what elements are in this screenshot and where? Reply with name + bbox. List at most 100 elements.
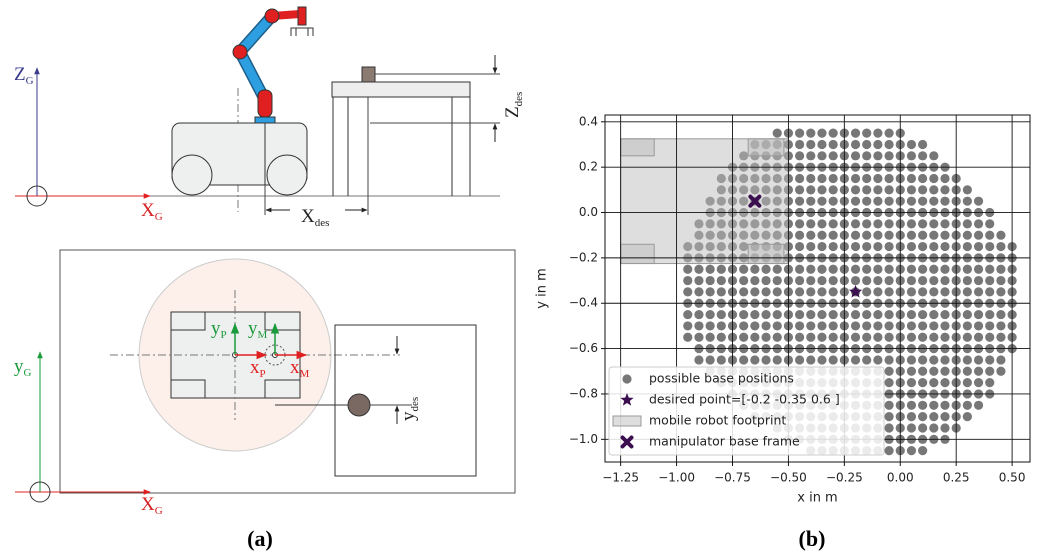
data-point: [851, 197, 860, 206]
data-point: [795, 287, 804, 296]
data-point: [806, 129, 815, 138]
data-point: [761, 333, 770, 342]
data-point: [862, 276, 871, 285]
data-point: [829, 231, 838, 240]
figure: ZG XG Xdes Zdes yP yM xP xM yG XG ydes (…: [0, 0, 1038, 556]
data-point: [974, 378, 983, 387]
data-point: [739, 321, 748, 330]
data-point: [985, 367, 994, 376]
data-point: [862, 140, 871, 149]
data-point: [851, 129, 860, 138]
data-point: [907, 151, 916, 160]
data-point: [862, 265, 871, 274]
wheel: [267, 155, 307, 195]
data-point: [761, 310, 770, 319]
legend-label: manipulator base frame: [649, 434, 800, 449]
y-tick-label: −0.4: [569, 296, 598, 310]
data-point: [717, 355, 726, 364]
data-point: [884, 276, 893, 285]
data-point: [773, 265, 782, 274]
data-point: [918, 310, 927, 319]
data-point: [706, 276, 715, 285]
data-point: [907, 378, 916, 387]
data-point: [683, 321, 692, 330]
data-point: [884, 231, 893, 240]
data-point: [829, 287, 838, 296]
data-point: [717, 287, 726, 296]
data-point: [862, 185, 871, 194]
data-point: [717, 333, 726, 342]
data-point: [940, 412, 949, 421]
data-point: [795, 197, 804, 206]
data-point: [862, 231, 871, 240]
data-point: [940, 321, 949, 330]
data-point: [851, 321, 860, 330]
data-point: [985, 333, 994, 342]
data-point: [806, 231, 815, 240]
legend-marker: [613, 416, 641, 426]
data-point: [974, 242, 983, 251]
y-axis-label: y in m: [535, 268, 550, 308]
data-point: [817, 151, 826, 160]
data-point: [862, 310, 871, 319]
label-main: x: [250, 357, 260, 378]
legend-label: mobile robot footprint: [649, 413, 786, 428]
data-point: [974, 333, 983, 342]
data-point: [817, 231, 826, 240]
data-point: [963, 367, 972, 376]
data-point: [817, 287, 826, 296]
data-point: [795, 355, 804, 364]
data-point: [795, 185, 804, 194]
data-point: [974, 197, 983, 206]
label: Zdes: [502, 92, 525, 118]
data-point: [683, 265, 692, 274]
data-point: [918, 265, 927, 274]
data-point: [683, 287, 692, 296]
data-point: [829, 174, 838, 183]
data-point: [884, 446, 893, 455]
data-point: [884, 412, 893, 421]
data-point: [829, 151, 838, 160]
data-point: [929, 355, 938, 364]
data-point: [829, 321, 838, 330]
data-point: [884, 423, 893, 432]
page: {"panel_a": {"caption": "(a)", "labels":…: [0, 0, 1038, 556]
data-point: [907, 140, 916, 149]
data-point: [862, 321, 871, 330]
data-point: [806, 321, 815, 330]
data-point: [851, 355, 860, 364]
data-point: [940, 310, 949, 319]
data-point: [873, 231, 882, 240]
data-point: [918, 401, 927, 410]
data-point: [806, 174, 815, 183]
data-point: [907, 310, 916, 319]
data-point: [929, 231, 938, 240]
data-point: [974, 231, 983, 240]
data-point: [851, 219, 860, 228]
data-point: [873, 242, 882, 251]
data-point: [750, 333, 759, 342]
data-point: [940, 355, 949, 364]
data-point: [694, 333, 703, 342]
label-sub: G: [26, 75, 34, 87]
data-point: [706, 287, 715, 296]
data-point: [918, 355, 927, 364]
data-point: [918, 446, 927, 455]
label: XG: [141, 494, 163, 517]
data-point: [862, 333, 871, 342]
x-tick-label: 0.25: [943, 471, 970, 485]
data-point: [717, 276, 726, 285]
footprint-rect: [748, 139, 784, 156]
data-point: [929, 423, 938, 432]
data-point: [851, 185, 860, 194]
x-tick-label: −0.75: [714, 471, 751, 485]
caption: (b): [799, 526, 826, 551]
data-point: [884, 197, 893, 206]
data-point: [694, 310, 703, 319]
data-point: [873, 197, 882, 206]
x-tick-label: −0.50: [770, 471, 807, 485]
target-box: [362, 67, 375, 82]
data-point: [829, 333, 838, 342]
data-point: [918, 321, 927, 330]
data-point: [829, 140, 838, 149]
